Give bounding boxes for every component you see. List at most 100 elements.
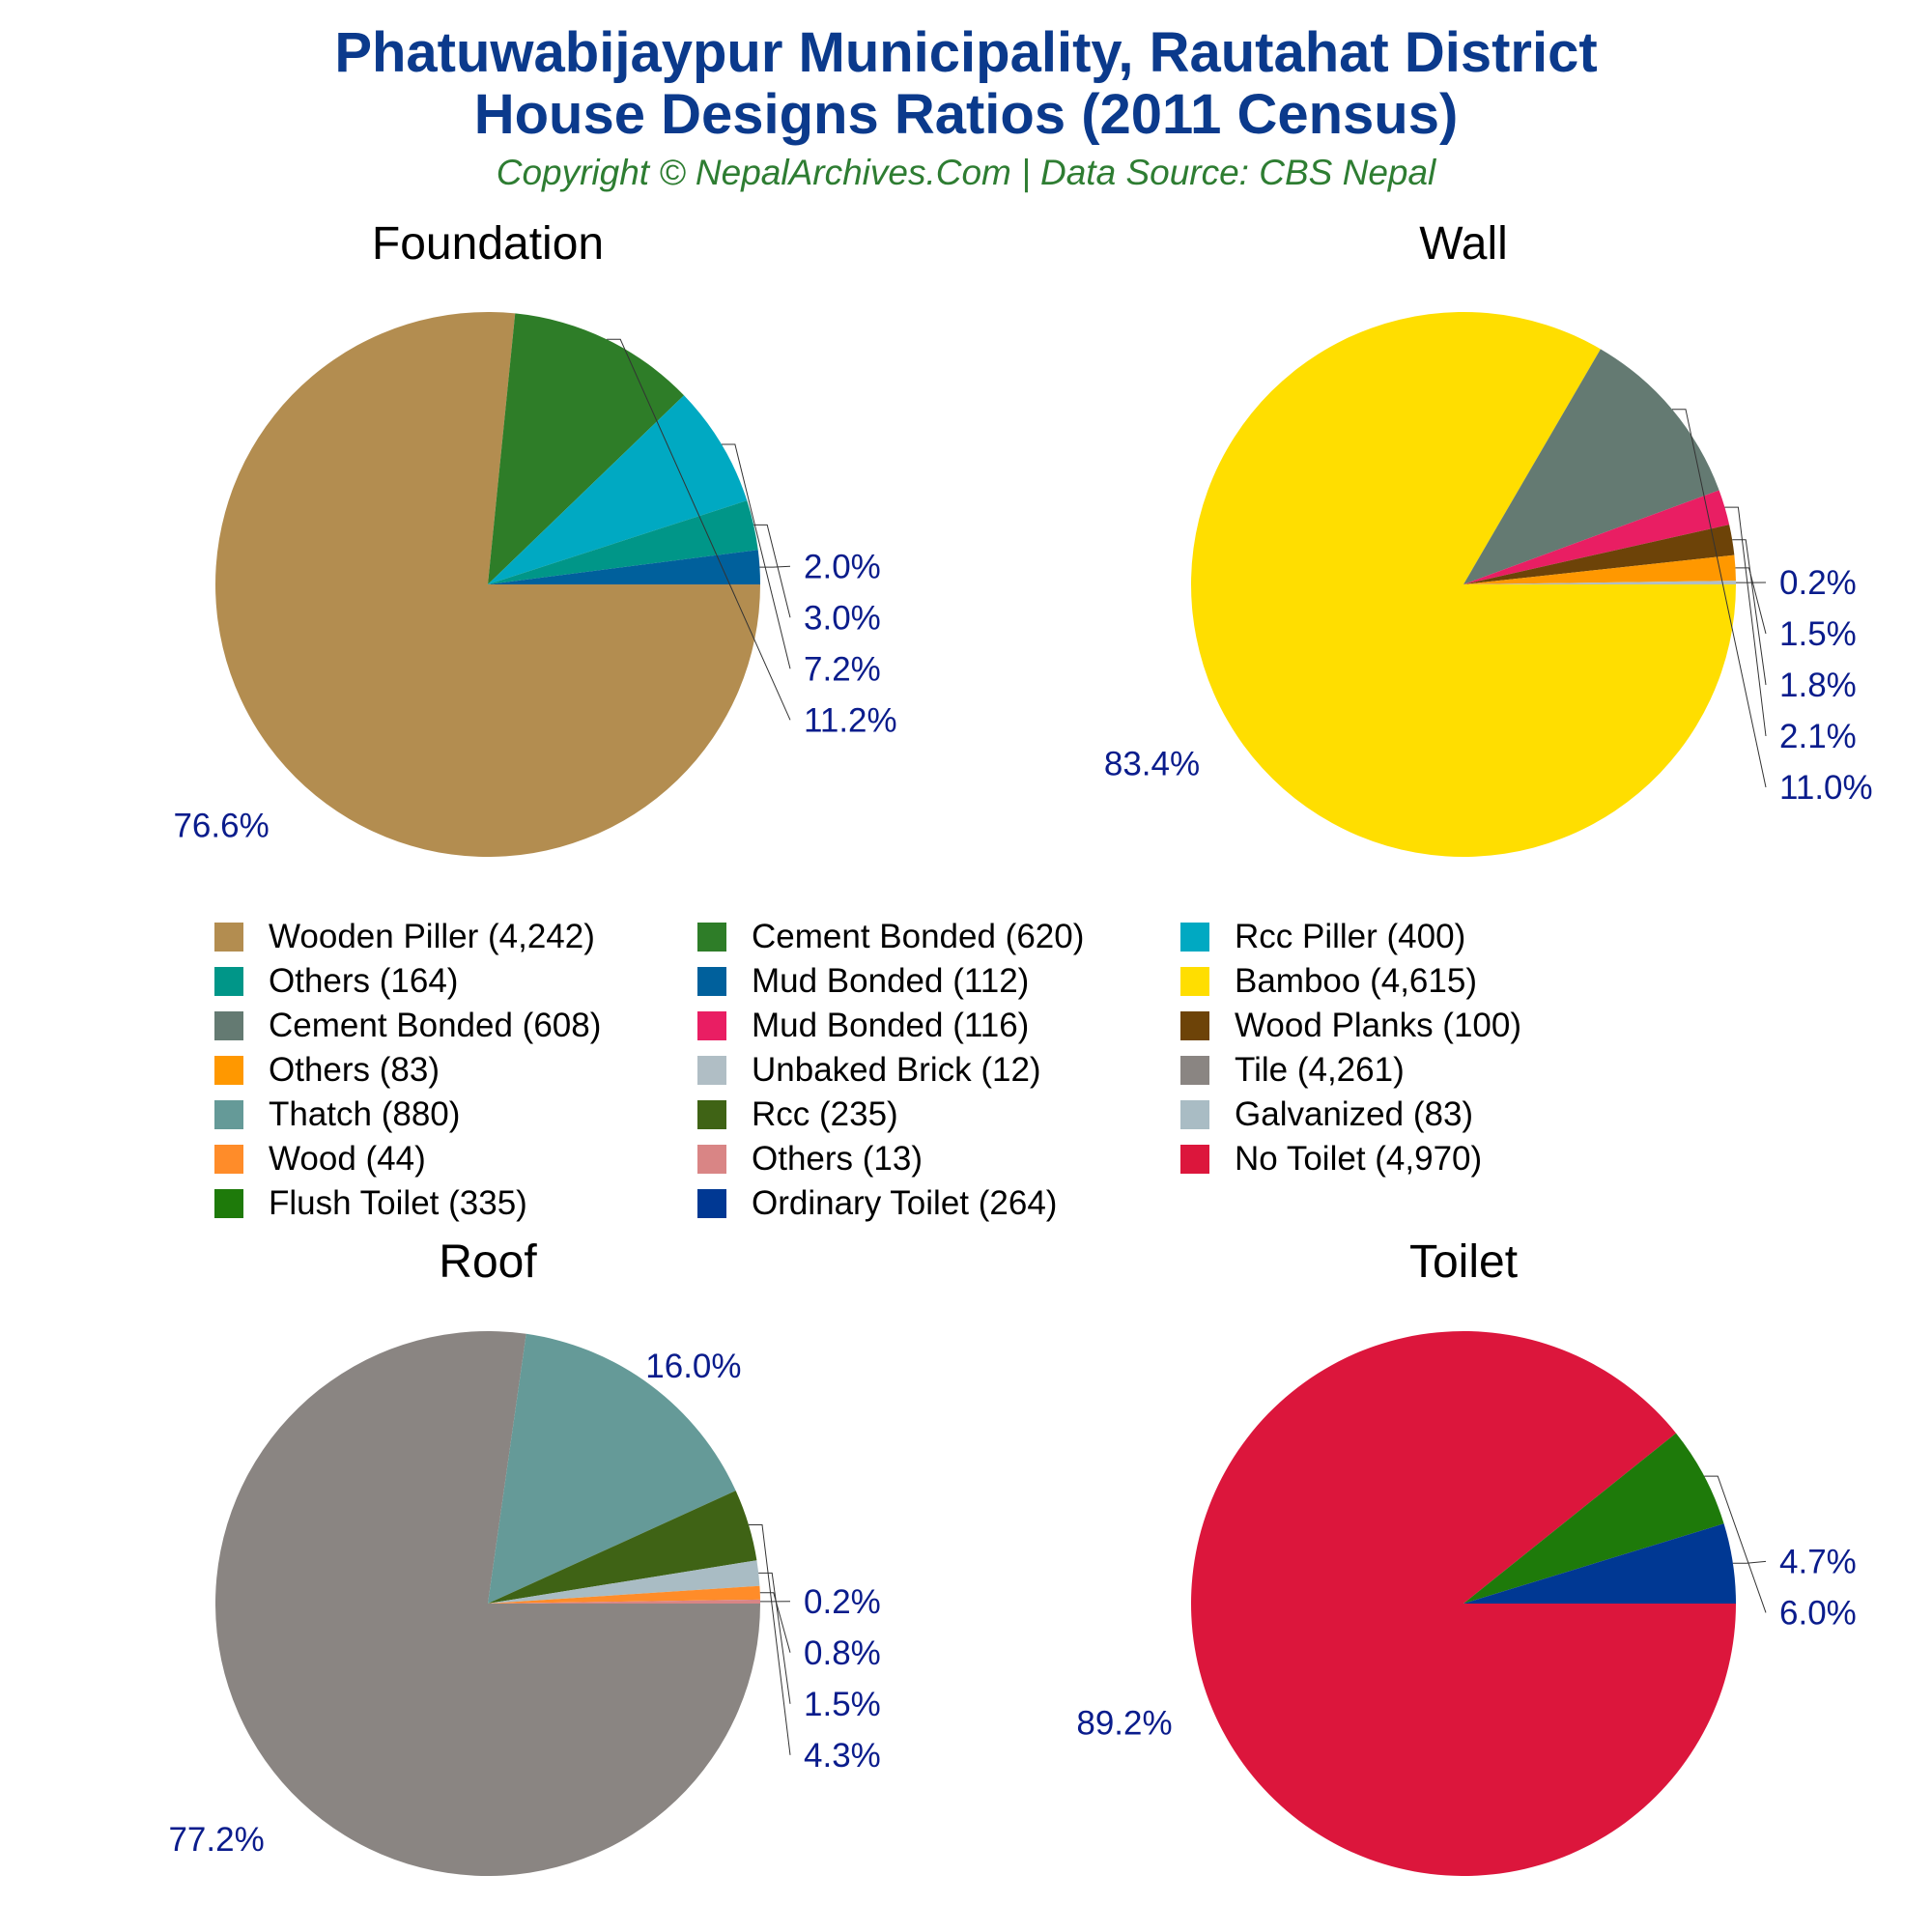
legend-label: Flush Toilet (335) bbox=[269, 1184, 527, 1222]
legend-item: Cement Bonded (620) bbox=[697, 918, 1180, 956]
legend-item: Ordinary Toilet (264) bbox=[697, 1184, 1180, 1223]
legend-item: Mud Bonded (116) bbox=[697, 1007, 1180, 1045]
legend-swatch bbox=[697, 923, 726, 952]
legend-item: Tile (4,261) bbox=[1180, 1051, 1663, 1090]
pie-label-foundation-wooden-piller: 76.6% bbox=[173, 808, 269, 845]
legend-swatch bbox=[1180, 1056, 1209, 1085]
pie-label-roof-galvanized: 1.5% bbox=[804, 1686, 881, 1723]
legend: Wooden Piller (4,242) Cement Bonded (620)… bbox=[214, 918, 1876, 1223]
legend-label: Bamboo (4,615) bbox=[1235, 962, 1477, 1000]
legend-item: Rcc (235) bbox=[697, 1095, 1180, 1134]
pie-label-wall-others: 1.5% bbox=[1779, 615, 1857, 653]
legend-label: Others (13) bbox=[752, 1140, 923, 1178]
pie-label-foundation-mud-bonded: 2.0% bbox=[804, 548, 881, 585]
leader-line-wall-mud-bonded bbox=[1724, 506, 1767, 737]
legend-swatch bbox=[214, 1189, 243, 1218]
pie-slice-foundation-rcc-piller bbox=[488, 395, 748, 584]
pie-slice-wall-cement-bonded bbox=[1463, 349, 1719, 584]
pie-slice-foundation-others bbox=[488, 500, 758, 584]
legend-label: Others (164) bbox=[269, 962, 459, 1000]
legend-label: Wooden Piller (4,242) bbox=[269, 918, 595, 955]
pie-slice-wall-bamboo bbox=[1190, 312, 1736, 858]
legend-item: Wood Planks (100) bbox=[1180, 1007, 1663, 1045]
legend-swatch bbox=[697, 1056, 726, 1085]
chart-title-line2: House Designs Ratios (2011 Census) bbox=[473, 83, 1459, 146]
legend-swatch bbox=[1180, 1145, 1209, 1174]
legend-label: Wood (44) bbox=[269, 1140, 426, 1178]
pie-label-toilet-ordinary-toilet: 4.7% bbox=[1779, 1543, 1857, 1580]
pie-label-wall-unbaked-brick: 0.2% bbox=[1779, 564, 1857, 602]
legend-label: No Toilet (4,970) bbox=[1235, 1140, 1483, 1178]
legend-item: Thatch (880) bbox=[214, 1095, 697, 1134]
legend-item: Mud Bonded (112) bbox=[697, 962, 1180, 1001]
legend-item: Galvanized (83) bbox=[1180, 1095, 1663, 1134]
pie-slice-foundation-wooden-piller bbox=[215, 311, 760, 857]
legend-swatch bbox=[697, 1189, 726, 1218]
legend-label: Wood Planks (100) bbox=[1235, 1007, 1522, 1044]
pie-label-foundation-others: 3.0% bbox=[804, 599, 881, 637]
leader-line-toilet-flush-toilet bbox=[1704, 1475, 1767, 1613]
chart-title-line1: Phatuwabijaypur Municipality, Rautahat D… bbox=[334, 21, 1598, 84]
legend-item: Flush Toilet (335) bbox=[214, 1184, 697, 1223]
pie-slice-roof-galvanized bbox=[488, 1560, 760, 1604]
legend-item: Cement Bonded (608) bbox=[214, 1007, 697, 1045]
legend-item: Others (164) bbox=[214, 962, 697, 1001]
legend-swatch bbox=[697, 967, 726, 996]
pie-title-toilet: Toilet bbox=[1409, 1236, 1518, 1288]
legend-item: Bamboo (4,615) bbox=[1180, 962, 1663, 1001]
legend-label: Others (83) bbox=[269, 1051, 440, 1089]
pie-slice-toilet-flush-toilet bbox=[1463, 1433, 1724, 1604]
pie-label-wall-mud-bonded: 2.1% bbox=[1779, 718, 1857, 755]
pie-slice-toilet-ordinary-toilet bbox=[1463, 1523, 1736, 1604]
legend-swatch bbox=[1180, 1100, 1209, 1129]
legend-swatch bbox=[214, 967, 243, 996]
pie-title-roof: Roof bbox=[439, 1236, 537, 1288]
leader-line-foundation-cement-bonded bbox=[607, 338, 791, 721]
legend-label: Unbaked Brick (12) bbox=[752, 1051, 1041, 1089]
legend-swatch bbox=[697, 1145, 726, 1174]
pie-slice-roof-wood bbox=[488, 1585, 760, 1604]
pie-label-roof-thatch: 16.0% bbox=[645, 1348, 741, 1385]
legend-label: Mud Bonded (112) bbox=[752, 962, 1030, 1000]
legend-swatch bbox=[1180, 923, 1209, 952]
leader-line-wall-others bbox=[1735, 567, 1767, 635]
legend-swatch bbox=[1180, 967, 1209, 996]
pie-slice-wall-wood-planks bbox=[1463, 525, 1735, 584]
pie-label-wall-wood-planks: 1.8% bbox=[1779, 667, 1857, 704]
leader-line-wall-wood-planks bbox=[1732, 539, 1767, 686]
legend-item: No Toilet (4,970) bbox=[1180, 1140, 1663, 1179]
leader-line-foundation-others bbox=[753, 524, 791, 618]
pie-label-toilet-no-toilet: 89.2% bbox=[1076, 1704, 1172, 1742]
legend-item: Unbaked Brick (12) bbox=[697, 1051, 1180, 1090]
pie-label-roof-others: 0.2% bbox=[804, 1583, 881, 1621]
leader-line-toilet-ordinary-toilet bbox=[1732, 1560, 1767, 1564]
leader-line-foundation-rcc-piller bbox=[721, 443, 791, 669]
chart-subtitle: Copyright © NepalArchives.Com | Data Sou… bbox=[496, 153, 1436, 192]
pie-label-wall-bamboo: 83.4% bbox=[1104, 745, 1200, 782]
legend-label: Rcc Piller (400) bbox=[1235, 918, 1466, 955]
pie-slice-wall-others bbox=[1463, 554, 1736, 584]
pie-label-roof-rcc: 4.3% bbox=[804, 1737, 881, 1775]
pie-toilet: Toilet 89.2% 4.7% 6.0% bbox=[1076, 1236, 1857, 1876]
legend-label: Rcc (235) bbox=[752, 1095, 898, 1133]
pie-label-foundation-cement-bonded: 11.2% bbox=[804, 701, 897, 739]
leader-line-roof-wood bbox=[759, 1592, 791, 1653]
legend-label: Galvanized (83) bbox=[1235, 1095, 1474, 1133]
pie-slice-foundation-mud-bonded bbox=[488, 550, 760, 584]
pie-slice-roof-thatch bbox=[488, 1333, 736, 1604]
pie-label-roof-wood: 0.8% bbox=[804, 1634, 881, 1672]
leader-line-roof-galvanized bbox=[758, 1572, 791, 1704]
legend-swatch bbox=[214, 1056, 243, 1085]
pie-roof: Roof 77.2% 16.0% 0.2% 0.8% 1.5% 4.3% bbox=[168, 1236, 881, 1877]
legend-swatch bbox=[697, 1100, 726, 1129]
legend-swatch bbox=[214, 923, 243, 952]
legend-label: Tile (4,261) bbox=[1235, 1051, 1405, 1089]
legend-swatch bbox=[214, 1011, 243, 1040]
legend-swatch bbox=[1180, 1011, 1209, 1040]
pie-slice-roof-others bbox=[488, 1599, 760, 1604]
pie-slice-toilet-no-toilet bbox=[1190, 1330, 1736, 1876]
legend-label: Thatch (880) bbox=[269, 1095, 461, 1133]
pie-foundation: Foundation 76.6% 2.0% 3.0% 7.2% 11.2% bbox=[173, 218, 897, 857]
legend-label: Cement Bonded (608) bbox=[269, 1007, 602, 1044]
